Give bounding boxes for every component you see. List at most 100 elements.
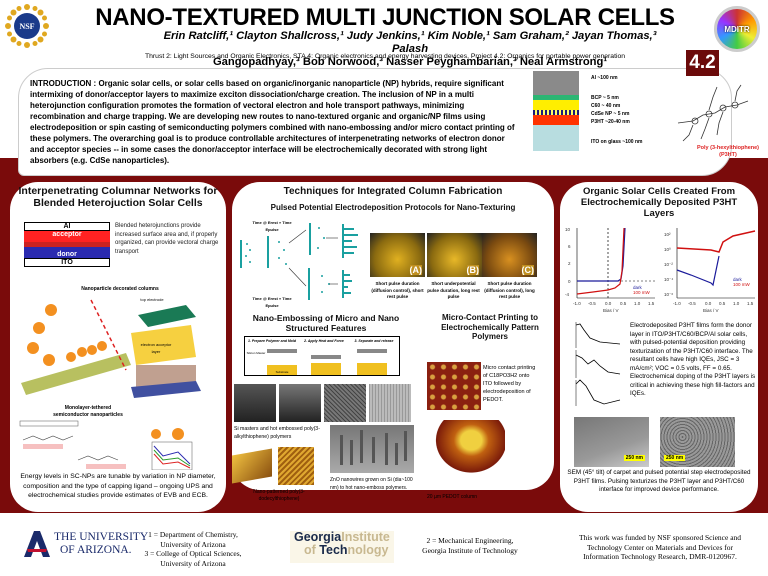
afm-images: (A) (B) (C) (370, 233, 556, 277)
mold-icon (357, 349, 387, 353)
jv-linear-chart: 10 6 2 0 -4 -1.0 -0.5 0.0 0.5 1.0 1.5 Bias / V da… (563, 226, 661, 316)
afm-image-c: (C) (482, 233, 537, 277)
iqe-spectra-chart (566, 320, 622, 410)
scale-bar: 250 nm (623, 455, 645, 461)
poster-title: NANO-TEXTURED MULTI JUNCTION SOLAR CELLS (95, 4, 675, 31)
time-label-bottom: Time @ Erest « Time Epulse (252, 296, 292, 308)
si-masters-caption: Si masters and hot embossed poly(3-alkyl… (234, 426, 320, 440)
panel3-title: Organic Solar Cells Created From Electro… (580, 186, 738, 219)
svg-text:100 mW: 100 mW (633, 290, 651, 295)
sem-carpet-image: 250 nm (574, 417, 649, 467)
device-stack-diagram: Al ~100 nm BCP ~ 5 nm C60 ~ 40 nm CdSe N… (533, 71, 751, 171)
afm-tag: (C) (521, 265, 534, 275)
substrate-icon (311, 363, 341, 375)
afm-caption-a: Short pulse duration (diffusion control)… (371, 281, 424, 299)
mold-icon (311, 355, 341, 359)
panel2-title: Techniques for Integrated Column Fabrica… (283, 186, 503, 197)
pedot-column-image (430, 420, 505, 478)
funding-line-3: Information Technology Research, DMR-012… (583, 552, 737, 561)
affil-1: 1 = Department of Chemistry, (148, 530, 238, 539)
layer-label: P3HT ~20-40 nm (591, 119, 630, 125)
ligand-schemes (18, 420, 218, 471)
electrodeposition-schematic: Time @ Erest » Time Epulse Time @ Erest … (234, 218, 366, 308)
svg-text:100 mW: 100 mW (733, 282, 751, 287)
svg-text:NSF: NSF (19, 22, 34, 31)
gt-tech: Tech (319, 543, 348, 557)
p3ht-caption: Poly (3-hexylthiophene) (P3HT) (696, 145, 760, 158)
layer-label: BCP ~ 5 nm (591, 95, 619, 101)
svg-text:-0.5: -0.5 (588, 301, 596, 306)
affil-1b: University of Arizona (160, 539, 226, 549)
thrust-line: Thrust 2: Light Sources and Organic Elec… (144, 53, 626, 60)
emboss-title: Nano-Embossing of Micro and Nano Structu… (252, 313, 400, 333)
project-badge: 4.2 (686, 50, 719, 76)
svg-text:1.0: 1.0 (634, 301, 641, 306)
svg-text:1.5: 1.5 (648, 301, 655, 306)
svg-text:-4: -4 (565, 292, 569, 297)
monolayer-label: Monolayer-tethered semiconductor nanopar… (53, 405, 123, 418)
funding-line-2: Technology Center on Materials and Devic… (586, 542, 734, 552)
donor-label: donor (57, 251, 77, 258)
svg-text:10⁻⁴: 10⁻⁴ (664, 277, 673, 282)
heterojunction-diagram: Al acceptor donor ITO (24, 222, 110, 276)
affiliation-ua: 1 = Department of Chemistry, University … (138, 530, 248, 568)
svg-text:0.0: 0.0 (605, 301, 612, 306)
ua-wordmark: THE UNIVERSITY OF ARIZONA. (54, 531, 148, 557)
svg-text:6: 6 (568, 244, 571, 249)
intro-box (18, 68, 732, 176)
zno-caption: ZnO nanowires grown on Si (dia~100 nm) t… (330, 477, 413, 491)
substrate-icon (357, 363, 387, 375)
mcp-description: Micro contact printing of C18PO3H2 onto … (483, 365, 536, 403)
svg-text:1.0: 1.0 (733, 301, 740, 306)
layer-p3ht (533, 115, 579, 125)
zno-nanowire-image (330, 425, 414, 473)
substrate-icon (267, 365, 297, 375)
gt-institute: Institute (341, 530, 390, 544)
intro-text: INTRODUCTION : Organic solar cells, or s… (30, 79, 515, 165)
svg-text:10: 10 (565, 227, 571, 232)
afm-caption-c: Short pulse duration (diffusion control)… (484, 281, 535, 299)
np-columns-label: Nanoparticle decorated columns (81, 286, 159, 292)
jv-log-chart: 10² 10⁰ 10⁻² 10⁻⁴ 10⁻⁶ -1.0 -0.5 0.0 0.5 1.0 1.5 … (661, 226, 757, 316)
sem-image (234, 384, 276, 422)
nano-patterned-caption: Nano-patterned poly(3-dodecylthiophene) (253, 489, 305, 502)
panel3-description: Electrodeposited P3HT films form the don… (630, 322, 756, 397)
mcp-title: Micro-Contact Printing to Electrochemica… (441, 313, 539, 341)
svg-text:10²: 10² (664, 232, 671, 237)
electrode-ito: ITO (24, 258, 110, 267)
gt-nology: nology (347, 543, 389, 557)
sem-image (324, 384, 366, 422)
affil-3: 3 = College of Optical Sciences, (144, 549, 242, 558)
p3ht-structure-icon (677, 84, 749, 142)
layer-label: ITO on glass ~100 nm (591, 139, 643, 145)
blend-region: acceptor donor (24, 231, 110, 258)
affil-3b: University of Arizona (160, 558, 226, 568)
svg-text:0.5: 0.5 (620, 301, 627, 306)
svg-text:10⁻²: 10⁻² (664, 262, 673, 267)
svg-text:0.5: 0.5 (719, 301, 726, 306)
layer-c60 (533, 100, 579, 110)
afm-3d-image (232, 448, 272, 484)
emboss-step-1: 1. Prepare Polymer and Mold (247, 339, 297, 343)
sem-caption: SEM (45° tilt) of carpet and pulsed pote… (567, 469, 751, 493)
svg-text:2: 2 (568, 261, 571, 266)
ua-line-2: OF ARIZONA. (60, 544, 132, 556)
energy-levels-text: Energy levels in SC-NPs are tunable by v… (20, 473, 216, 499)
nanoparticle-schematic (16, 295, 216, 405)
nano-patterned-images (232, 447, 322, 485)
emboss-process-diagram: 1. Prepare Polymer and Mold 2. Apply Hea… (244, 336, 400, 376)
svg-text:dark: dark (733, 277, 743, 282)
afm-tag: (A) (409, 265, 422, 275)
ua-logo-icon (22, 529, 52, 559)
funding-line-1: This work was funded by NSF sponsored Sc… (578, 533, 742, 542)
authors: Erin Ratcliff,¹ Clayton Shallcross,¹ Jud… (150, 30, 670, 69)
mditr-logo-text: MDITR (724, 24, 750, 34)
sem-pulsed-image: 250 nm (660, 417, 735, 467)
gt-georgia: Georgia (294, 530, 342, 544)
georgia-tech-logo: GeorgiaInstitute of Technology (290, 531, 394, 563)
svg-text:10⁻⁶: 10⁻⁶ (664, 292, 673, 297)
svg-text:10⁰: 10⁰ (664, 247, 671, 252)
substrate-label: Substrate (275, 370, 289, 374)
heterojunction-text: Blended heterojunctions provide increase… (115, 223, 219, 255)
mold-icon (267, 349, 297, 353)
